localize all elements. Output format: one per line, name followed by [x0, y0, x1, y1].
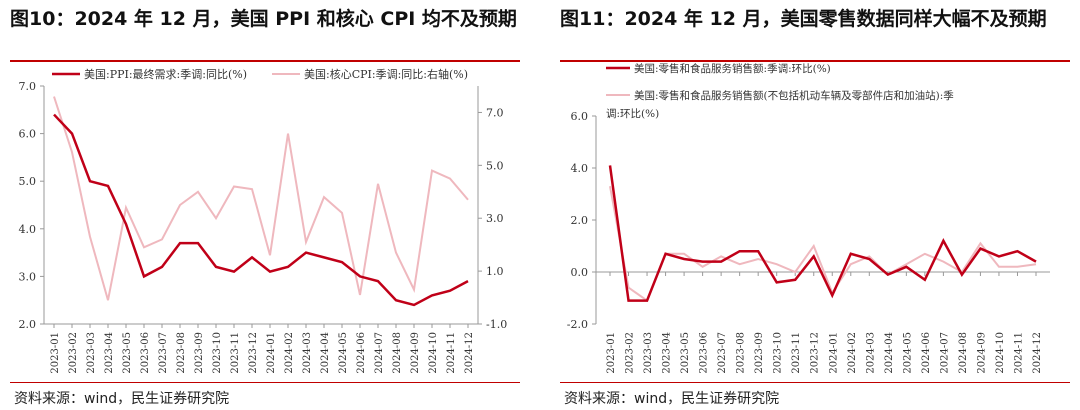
legend-label-retail-sales: 美国:零售和食品服务销售额:季调:环比(%) — [634, 62, 831, 75]
left-y-tick-label: 6.0 — [19, 128, 37, 141]
y-tick-label: -2.0 — [567, 318, 588, 331]
left-y-tick-label: 7.0 — [19, 80, 37, 93]
x-tick-label: 2023-08 — [736, 332, 747, 374]
left-y-tick-label: 5.0 — [19, 175, 37, 188]
right-title-rule — [560, 60, 1070, 62]
x-tick-label: 2023-10 — [212, 332, 223, 374]
y-tick-label: 0.0 — [571, 266, 589, 279]
left-title-rule — [10, 60, 520, 62]
right-chart-title: 图11：2024 年 12 月，美国零售数据同样大幅不及预期 — [560, 8, 1047, 30]
x-tick-label: 2024-10 — [995, 332, 1006, 374]
x-tick-label: 2023-01 — [606, 332, 617, 374]
right-chart-panel: 图11：2024 年 12 月，美国零售数据同样大幅不及预期 -2.0 0.0 2.… — [550, 0, 1080, 410]
x-tick-label: 2023-12 — [248, 332, 259, 374]
left-y-tick-label: 4.0 — [19, 223, 37, 236]
x-tick-label: 2024-05 — [338, 332, 349, 374]
x-tick-label: 2023-08 — [176, 332, 187, 374]
x-tick-label: 2024-08 — [392, 332, 403, 374]
right-chart: -2.0 0.0 2.0 4.0 6.0 2023-01 2023-02 2023-03 202… — [567, 62, 1050, 374]
x-tick-label: 2024-01 — [828, 332, 839, 374]
x-tick-label: 2023-02 — [625, 332, 636, 374]
series-line-core-cpi — [53, 96, 469, 301]
x-tick-label: 2023-03 — [643, 332, 654, 374]
series-line-ppi — [53, 113, 469, 307]
left-chart-title: 图10：2024 年 12 月，美国 PPI 和核心 CPI 均不及预期 — [10, 8, 517, 30]
x-tick-label: 2023-09 — [194, 332, 205, 374]
series-line-retail-ex-auto-gas — [609, 186, 1037, 303]
x-tick-label: 2023-05 — [122, 332, 133, 374]
left-chart-panel: 图10：2024 年 12 月，美国 PPI 和核心 CPI 均不及预期 2.0… — [0, 0, 530, 410]
x-tick-label: 2024-10 — [428, 332, 439, 374]
x-tick-label: 2023-11 — [791, 332, 802, 374]
legend-label-retail-ex-auto-gas-cont: 调:环比(%) — [606, 107, 659, 120]
x-tick-label: 2024-09 — [410, 332, 421, 374]
y-tick-label: 4.0 — [571, 162, 589, 175]
x-tick-label: 2024-07 — [374, 332, 385, 374]
x-tick-label: 2023-03 — [86, 332, 97, 374]
x-tick-label: 2024-12 — [1032, 332, 1043, 374]
left-source-rule — [10, 382, 520, 383]
right-y-tick-label: 5.0 — [486, 159, 504, 172]
x-tick-label: 2023-02 — [68, 332, 79, 374]
legend-label-retail-ex-auto-gas: 美国:零售和食品服务销售额(不包括机动车辆及零部件店和加油站):季 — [634, 89, 954, 102]
x-tick-label: 2023-09 — [754, 332, 765, 374]
y-tick-label: 6.0 — [571, 110, 589, 123]
x-tick-label: 2024-02 — [284, 332, 295, 374]
x-tick-label: 2024-05 — [902, 332, 913, 374]
x-tick-label: 2024-08 — [958, 332, 969, 374]
x-tick-label: 2023-07 — [717, 332, 728, 374]
x-tick-label: 2023-05 — [680, 332, 691, 374]
x-tick-label: 2024-02 — [847, 332, 858, 374]
x-tick-label: 2024-09 — [976, 332, 987, 374]
y-tick-label: 2.0 — [571, 214, 589, 227]
x-tick-label: 2023-04 — [104, 332, 115, 374]
x-tick-label: 2024-07 — [939, 332, 950, 374]
x-tick-label: 2024-11 — [446, 332, 457, 374]
x-tick-label: 2023-06 — [699, 332, 710, 374]
left-y-tick-label: 2.0 — [19, 318, 37, 331]
right-source-rule — [560, 382, 1070, 383]
left-y-tick-label: 3.0 — [19, 270, 37, 283]
left-chart: 2.0 3.0 4.0 5.0 6.0 7.0 -1.0 1.0 3.0 5.0 7.0 2023-0… — [19, 67, 508, 374]
x-tick-label: 2024-11 — [1013, 332, 1024, 374]
right-source-note: 资料来源：wind，民生证券研究院 — [564, 391, 780, 407]
x-tick-label: 2024-06 — [921, 332, 932, 374]
right-y-tick-label: 1.0 — [486, 265, 504, 278]
x-tick-label: 2023-11 — [230, 332, 241, 374]
left-source-note: 资料来源：wind，民生证券研究院 — [14, 391, 230, 407]
x-tick-label: 2023-04 — [662, 332, 673, 374]
x-tick-label: 2024-01 — [266, 332, 277, 374]
x-tick-label: 2023-06 — [140, 332, 151, 374]
x-tick-label: 2024-04 — [884, 332, 895, 374]
legend-label-ppi: 美国:PPI:最终需求:季调:同比(%) — [84, 67, 247, 81]
right-y-tick-label: 7.0 — [486, 106, 504, 119]
series-line-retail-sales — [608, 165, 1037, 302]
x-tick-label: 2024-06 — [356, 332, 367, 374]
legend-label-core-cpi: 美国:核心CPI:季调:同比:右轴(%) — [304, 67, 468, 81]
x-tick-label: 2024-12 — [464, 332, 475, 374]
x-tick-label: 2023-01 — [50, 332, 61, 374]
x-tick-label: 2024-03 — [865, 332, 876, 374]
x-tick-label: 2023-12 — [810, 332, 821, 374]
right-y-tick-label: 3.0 — [486, 212, 504, 225]
right-y-tick-label: -1.0 — [486, 318, 507, 331]
x-tick-label: 2023-07 — [158, 332, 169, 374]
x-tick-label: 2024-03 — [302, 332, 313, 374]
x-tick-label: 2024-04 — [320, 332, 331, 374]
x-tick-label: 2023-10 — [773, 332, 784, 374]
